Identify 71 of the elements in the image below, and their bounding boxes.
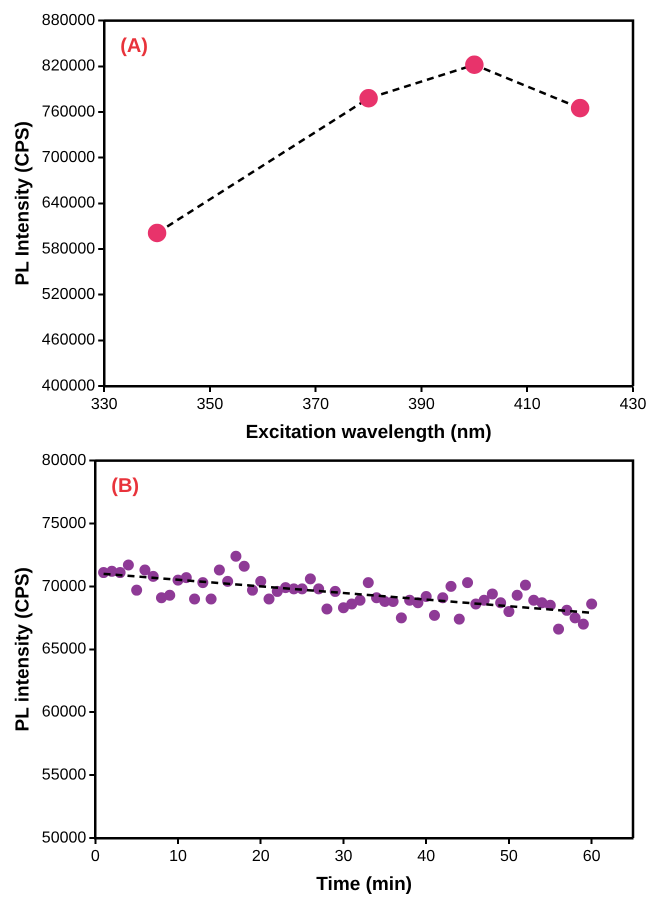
x-tick-label: 0 [90, 848, 100, 866]
y-tick-label: 50000 [42, 829, 86, 846]
y-tick-label: 55000 [42, 766, 86, 784]
y-tick-label: 460000 [42, 332, 96, 349]
point [486, 588, 498, 600]
point [148, 224, 166, 242]
y-tick-label: 520000 [42, 286, 96, 304]
point [478, 594, 490, 606]
y-tick-label: 580000 [42, 240, 96, 258]
y-tick-label: 880000 [42, 12, 96, 30]
y-tick-label: 640000 [42, 194, 96, 212]
point [338, 602, 349, 614]
point [354, 594, 366, 606]
x-tick-label: 410 [514, 396, 541, 414]
x-tick-label: 430 [620, 396, 646, 414]
x-tick-label: 350 [196, 396, 224, 414]
point [428, 610, 440, 621]
y-axis-title: PL Intensity (CPS) [12, 121, 34, 286]
point [570, 612, 581, 624]
x-tick-label: 330 [90, 396, 118, 414]
x-tick-label: 40 [417, 848, 436, 866]
y-tick-label: 75000 [42, 514, 86, 532]
point [465, 56, 484, 74]
point [570, 98, 590, 118]
y-tick-label: 400000 [42, 377, 96, 394]
point [122, 560, 134, 571]
point [359, 89, 378, 108]
point [131, 584, 142, 596]
point [396, 612, 407, 624]
point [238, 560, 250, 572]
point [362, 577, 374, 588]
x-axis-title: Excitation wavelength (nm) [246, 422, 492, 443]
x-tick-label: 370 [302, 396, 330, 414]
point [578, 618, 589, 630]
point [304, 573, 316, 584]
x-tick-label: 50 [500, 848, 518, 866]
point [462, 577, 474, 588]
point [264, 593, 275, 604]
point [454, 614, 465, 625]
y-tick-label: 700000 [42, 149, 96, 166]
x-tick-label: 10 [169, 848, 188, 866]
point [503, 606, 514, 618]
point [553, 624, 564, 635]
point [230, 550, 242, 562]
y-axis-title: PL intensity (CPS) [12, 567, 34, 732]
point [420, 590, 432, 602]
x-axis-title: Time (min) [316, 874, 412, 895]
point [520, 580, 531, 591]
x-tick-label: 60 [582, 848, 601, 866]
point [512, 590, 523, 601]
y-tick-label: 820000 [42, 58, 96, 75]
y-tick-label: 65000 [42, 640, 86, 658]
point [255, 576, 266, 587]
x-tick-label: 30 [334, 848, 352, 866]
point [164, 590, 176, 601]
y-tick-label: 80000 [42, 452, 86, 470]
point [446, 580, 457, 592]
y-tick-label: 760000 [42, 103, 96, 120]
x-tick-label: 390 [408, 396, 435, 414]
point [189, 593, 200, 604]
annotation: (B) [111, 475, 140, 498]
y-tick-label: 70000 [42, 578, 86, 595]
x-tick-label: 20 [252, 848, 270, 866]
y-tick-label: 60000 [42, 704, 86, 721]
point [321, 604, 332, 615]
annotation: (A) [120, 35, 148, 58]
point [139, 564, 150, 576]
point [346, 598, 358, 610]
point [586, 598, 598, 610]
point [214, 564, 225, 576]
point [206, 593, 217, 604]
